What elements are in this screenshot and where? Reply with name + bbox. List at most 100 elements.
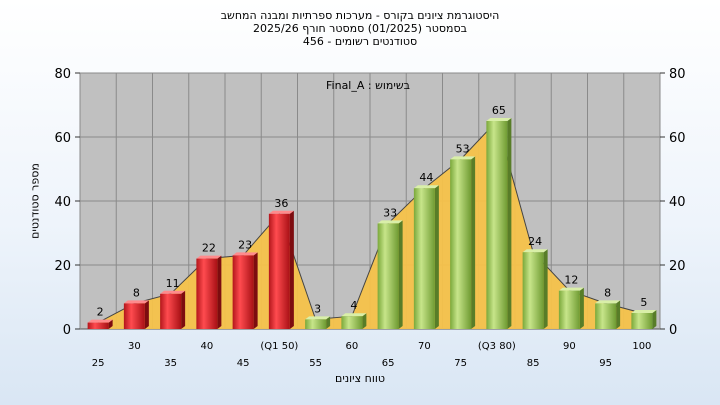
bar	[123, 303, 145, 329]
data-label: 5	[640, 296, 647, 309]
bar-side	[181, 290, 186, 329]
y-tick-label-right: 80	[669, 67, 686, 82]
bar-top	[305, 316, 331, 320]
y-tick-label-left: 0	[63, 323, 71, 338]
x-tick-label: 75	[454, 358, 467, 369]
data-label: 22	[202, 242, 216, 255]
x-tick-label: 35	[164, 358, 177, 369]
bar-side	[326, 316, 331, 329]
bar	[450, 159, 472, 329]
x-tick-label: 30	[128, 341, 141, 352]
bar-side	[217, 255, 222, 329]
bar-side	[471, 156, 476, 329]
bar-side	[652, 310, 657, 329]
data-label: 23	[238, 238, 252, 251]
bar	[196, 258, 218, 329]
y-tick-label-left: 20	[54, 259, 71, 274]
data-label: 3	[314, 302, 321, 315]
x-tick-label: 85	[527, 358, 540, 369]
data-label: 8	[133, 286, 140, 299]
bar-side	[144, 300, 149, 329]
bar-top	[160, 290, 186, 294]
bar-top	[268, 210, 294, 214]
data-label: 44	[419, 171, 433, 184]
bar	[377, 223, 399, 329]
x-tick-label: 45	[237, 358, 250, 369]
bar-top	[413, 185, 439, 189]
x-tick-label: (Q1 50)	[260, 341, 298, 352]
bar-top	[595, 300, 621, 304]
y-axis-left-ticks: 0 20 40 60 80	[54, 67, 80, 338]
bar	[413, 188, 435, 329]
y-tick-label-right: 60	[669, 131, 686, 146]
x-tick-label: 70	[418, 341, 431, 352]
chart-title: היסטוגרמת ציונים בקורס - מערכות ספרתיות …	[220, 9, 500, 22]
data-labels: 2 8 11 22 23 36 3 4 33 44 53 65 24 12 8 5	[97, 104, 648, 319]
y-tick-label-right: 40	[669, 195, 686, 210]
y-tick-label-left: 80	[54, 67, 71, 82]
bar-side	[398, 220, 403, 329]
bar-top	[87, 319, 113, 323]
bar-side	[434, 185, 439, 329]
data-label: 2	[97, 306, 104, 319]
bar-top	[123, 300, 149, 304]
y-tick-label-left: 40	[54, 195, 71, 210]
chart-subtitle-enrolled: סטודנטים רשומים - 456	[302, 35, 418, 48]
bar	[522, 252, 544, 329]
y-tick-label-right: 20	[669, 259, 686, 274]
data-label: 4	[350, 299, 357, 312]
bar	[232, 255, 254, 329]
bar-top	[486, 118, 512, 121]
bar-side	[579, 287, 584, 329]
bar	[486, 121, 508, 329]
chart-subtitle-semester: בסמסטר (01/2025) סמסטר חורף 2025/26	[253, 22, 467, 35]
bar-top	[232, 252, 258, 256]
data-label: 24	[528, 235, 542, 248]
x-tick-label: 40	[201, 341, 214, 352]
data-label: 8	[604, 286, 611, 299]
data-label: 36	[274, 197, 288, 210]
x-tick-label: 90	[563, 341, 576, 352]
used-column-note: בשימוש : Final_A	[326, 79, 410, 92]
bar-top	[377, 220, 403, 224]
chart-title-block: היסטוגרמת ציונים בקורס - מערכות ספרתיות …	[0, 9, 720, 48]
data-label: 12	[564, 274, 578, 287]
bar-side	[253, 252, 258, 329]
bar	[87, 322, 109, 329]
bar	[558, 290, 580, 329]
bar-side	[543, 249, 548, 329]
bar-top	[450, 156, 476, 160]
bar-top	[631, 310, 657, 313]
bar	[160, 293, 182, 329]
y-tick-label-right: 0	[669, 323, 677, 338]
y-axis-right-ticks: 0 20 40 60 80	[660, 67, 686, 338]
x-tick-label: 95	[599, 358, 612, 369]
x-tick-label: 60	[346, 341, 359, 352]
x-axis-label: טווח ציונים	[335, 372, 385, 385]
bar	[305, 319, 327, 329]
bar-side	[616, 300, 621, 329]
bars	[87, 118, 657, 329]
x-tick-label: 55	[309, 358, 322, 369]
bar	[631, 313, 653, 329]
data-label: 11	[166, 277, 180, 290]
y-axis-label: מספר סטודנטים	[28, 163, 42, 239]
bar-top	[341, 313, 367, 317]
bar	[595, 303, 617, 329]
data-label: 65	[492, 104, 506, 117]
distribution-line	[97, 120, 643, 324]
x-tick-label: 25	[92, 358, 105, 369]
x-tick-label: 100	[632, 341, 651, 352]
y-tick-label-left: 60	[54, 131, 71, 146]
bar-side	[289, 210, 294, 329]
bar-side	[507, 118, 512, 329]
bar	[268, 213, 290, 329]
data-label: 33	[383, 206, 397, 219]
bar	[341, 316, 363, 329]
x-axis-ticks: 25 30 35 40 45 (Q1 50) 55 60 65 70 75 (Q3 80) 85 90 95…	[92, 341, 652, 369]
bar-side	[108, 319, 113, 329]
bar-top	[196, 255, 222, 259]
bar-side	[362, 313, 367, 329]
x-tick-label: 65	[382, 358, 395, 369]
